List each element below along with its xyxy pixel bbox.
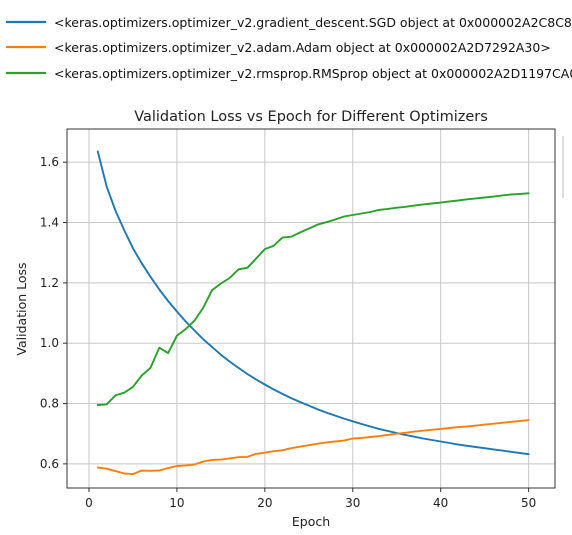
x-tick-label: 50 [521,496,536,510]
plot-frame [66,128,556,489]
x-tick-label: 20 [257,496,272,510]
legend-label-sgd: <keras.optimizers.optimizer_v2.gradient_… [54,15,572,30]
chart-title: Validation Loss vs Epoch for Different O… [134,109,488,125]
y-tick-label: 0.6 [40,457,59,471]
legend-label-rmsprop: <keras.optimizers.optimizer_v2.rmsprop.R… [54,66,572,81]
series-line-sgd [96,150,530,456]
x-tick-label: 10 [169,496,184,510]
y-tick-label: 0.8 [40,397,59,411]
y-tick-label: 1.2 [40,276,59,290]
y-tick-label: 1.6 [40,155,59,169]
x-axis: 0 10 20 30 40 50 [85,488,536,510]
y-axis-label: Validation Loss [14,262,29,355]
series-line-rmsprop [96,192,530,406]
x-tick-label: 0 [85,496,93,510]
legend: <keras.optimizers.optimizer_v2.gradient_… [6,15,572,81]
series-line-adam [96,419,530,476]
legend-label-adam: <keras.optimizers.optimizer_v2.adam.Adam… [54,40,551,55]
x-tick-label: 40 [433,496,448,510]
y-axis: 0.6 0.8 1.0 1.2 1.4 1.6 [40,155,67,471]
y-tick-label: 1.0 [40,336,59,350]
gridlines [67,129,555,488]
x-tick-label: 30 [345,496,360,510]
series-layer [96,150,530,476]
y-tick-label: 1.4 [40,216,59,230]
x-axis-label: Epoch [292,514,330,529]
